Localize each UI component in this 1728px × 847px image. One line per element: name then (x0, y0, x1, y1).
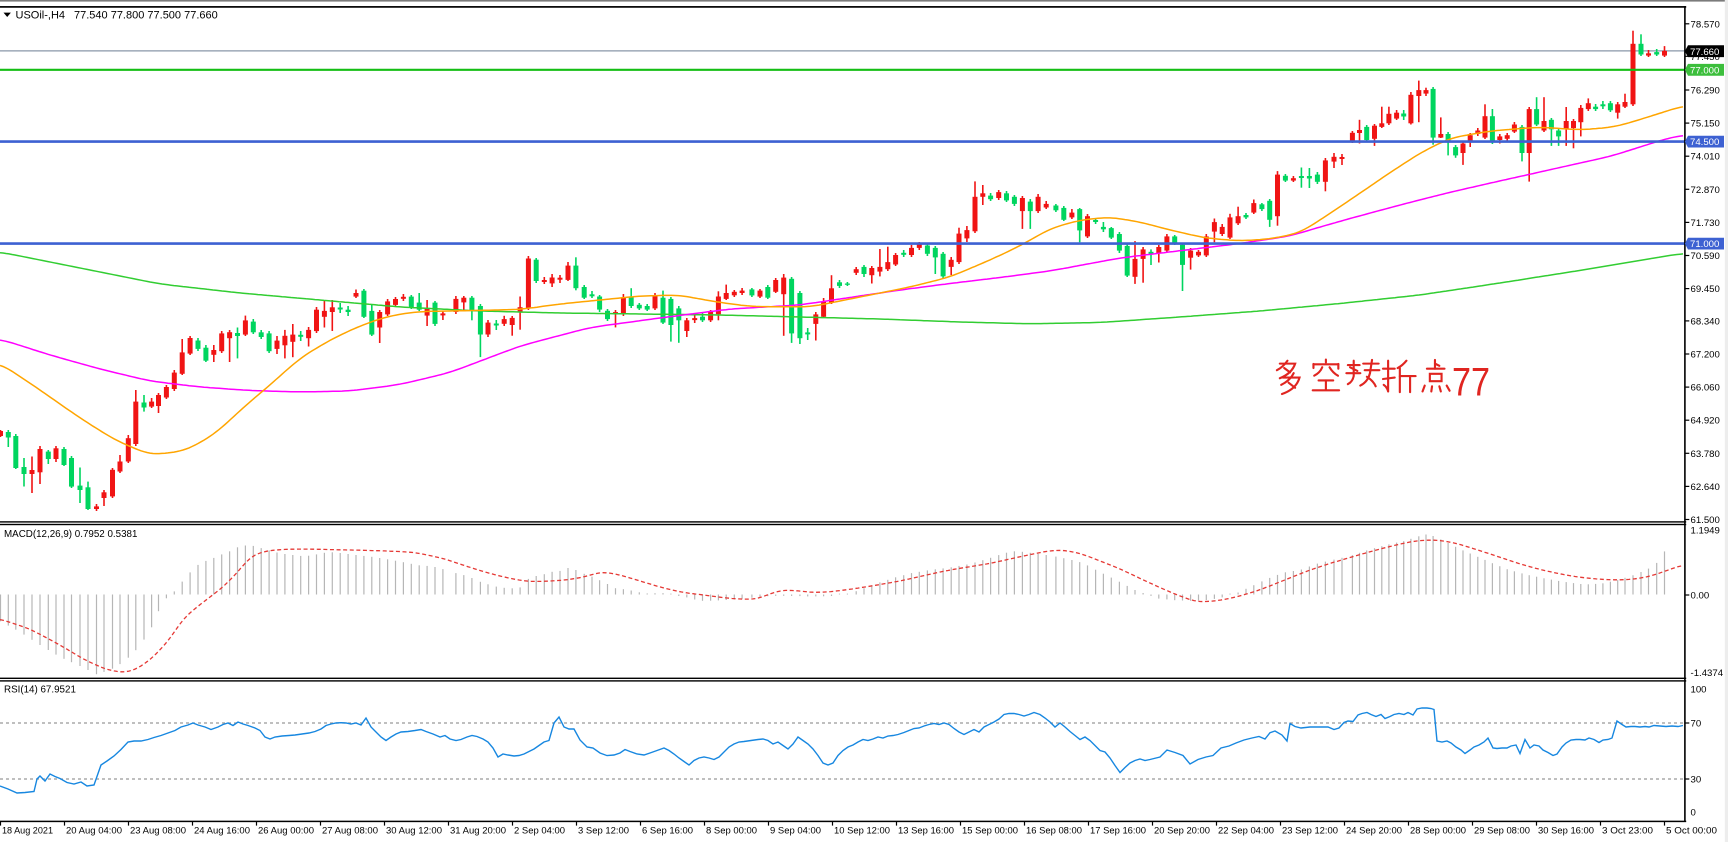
svg-text:62.640: 62.640 (1691, 482, 1720, 493)
svg-text:9 Sep 04:00: 9 Sep 04:00 (770, 826, 821, 837)
svg-text:63.780: 63.780 (1691, 449, 1720, 460)
svg-text:70.590: 70.590 (1691, 251, 1720, 262)
svg-text:29 Sep 08:00: 29 Sep 08:00 (1474, 826, 1530, 837)
svg-text:77.660: 77.660 (1690, 47, 1719, 58)
svg-text:31 Aug 20:00: 31 Aug 20:00 (450, 826, 506, 837)
svg-text:0: 0 (1691, 808, 1696, 819)
svg-text:61.500: 61.500 (1691, 515, 1720, 526)
svg-text:20 Sep 20:00: 20 Sep 20:00 (1154, 826, 1210, 837)
svg-text:28 Sep 00:00: 28 Sep 00:00 (1410, 826, 1466, 837)
svg-text:67.200: 67.200 (1691, 350, 1720, 361)
svg-text:100: 100 (1691, 685, 1707, 696)
svg-text:RSI(14) 67.9521: RSI(14) 67.9521 (4, 684, 76, 695)
svg-text:1.1949: 1.1949 (1691, 526, 1720, 537)
svg-text:16 Sep 08:00: 16 Sep 08:00 (1026, 826, 1082, 837)
svg-text:68.340: 68.340 (1691, 316, 1720, 327)
svg-text:70: 70 (1691, 719, 1702, 730)
svg-text:71.730: 71.730 (1691, 218, 1720, 229)
svg-text:0.00: 0.00 (1691, 591, 1710, 602)
svg-text:24 Sep 20:00: 24 Sep 20:00 (1346, 826, 1402, 837)
svg-text:23 Sep 12:00: 23 Sep 12:00 (1282, 826, 1338, 837)
svg-text:18 Aug 2021: 18 Aug 2021 (2, 826, 53, 837)
svg-text:2 Sep 04:00: 2 Sep 04:00 (514, 826, 565, 837)
svg-text:-1.4374: -1.4374 (1691, 668, 1724, 679)
svg-text:77.450: 77.450 (1691, 52, 1720, 63)
svg-text:30: 30 (1691, 775, 1702, 786)
svg-text:77.000: 77.000 (1690, 65, 1719, 76)
svg-text:22 Sep 04:00: 22 Sep 04:00 (1218, 826, 1274, 837)
svg-text:23 Aug 08:00: 23 Aug 08:00 (130, 826, 186, 837)
svg-text:76.290: 76.290 (1691, 86, 1720, 97)
svg-text:26 Aug 00:00: 26 Aug 00:00 (258, 826, 314, 837)
svg-text:77: 77 (1452, 361, 1490, 405)
svg-text:17 Sep 16:00: 17 Sep 16:00 (1090, 826, 1146, 837)
svg-text:27 Aug 08:00: 27 Aug 08:00 (322, 826, 378, 837)
svg-text:77.540 77.800 77.500 77.660: 77.540 77.800 77.500 77.660 (74, 10, 218, 22)
svg-text:64.920: 64.920 (1691, 416, 1720, 427)
svg-text:20 Aug 04:00: 20 Aug 04:00 (66, 826, 122, 837)
svg-text:15 Sep 00:00: 15 Sep 00:00 (962, 826, 1018, 837)
svg-text:72.870: 72.870 (1691, 185, 1720, 196)
svg-text:69.450: 69.450 (1691, 284, 1720, 295)
svg-text:74.500: 74.500 (1690, 137, 1719, 148)
svg-text:USOil-,H4: USOil-,H4 (16, 10, 66, 22)
svg-text:3 Oct 23:00: 3 Oct 23:00 (1602, 826, 1653, 837)
svg-text:24 Aug 16:00: 24 Aug 16:00 (194, 826, 250, 837)
svg-text:8 Sep 00:00: 8 Sep 00:00 (706, 826, 757, 837)
svg-text:74.010: 74.010 (1691, 152, 1720, 163)
svg-text:78.570: 78.570 (1691, 19, 1720, 30)
svg-text:71.000: 71.000 (1690, 239, 1719, 250)
svg-text:75.150: 75.150 (1691, 119, 1720, 130)
svg-text:5 Oct 00:00: 5 Oct 00:00 (1666, 826, 1717, 837)
svg-text:13 Sep 16:00: 13 Sep 16:00 (898, 826, 954, 837)
svg-text:10 Sep 12:00: 10 Sep 12:00 (834, 826, 890, 837)
svg-text:MACD(12,26,9) 0.7952 0.5381: MACD(12,26,9) 0.7952 0.5381 (4, 529, 137, 540)
svg-text:66.060: 66.060 (1691, 383, 1720, 394)
svg-text:30 Sep 16:00: 30 Sep 16:00 (1538, 826, 1594, 837)
svg-text:30 Aug 12:00: 30 Aug 12:00 (386, 826, 442, 837)
svg-text:6 Sep 16:00: 6 Sep 16:00 (642, 826, 693, 837)
svg-text:3 Sep 12:00: 3 Sep 12:00 (578, 826, 629, 837)
